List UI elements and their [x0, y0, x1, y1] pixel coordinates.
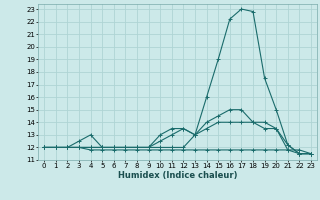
X-axis label: Humidex (Indice chaleur): Humidex (Indice chaleur): [118, 171, 237, 180]
